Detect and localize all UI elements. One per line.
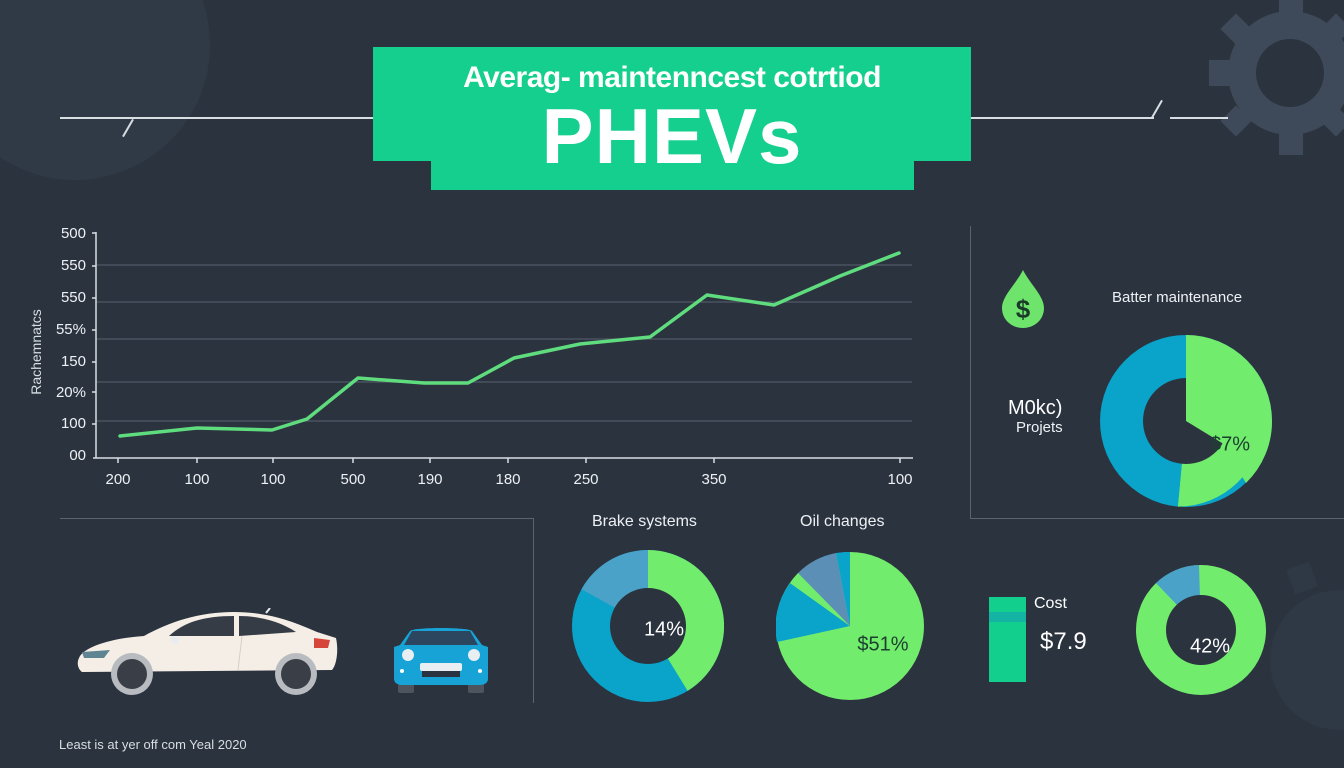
- y-tick: 150: [60, 353, 86, 370]
- brake-systems-title: Brake systems: [592, 513, 697, 530]
- oil-changes-value: $51%: [857, 633, 909, 656]
- cost-share-value: 42%: [1189, 635, 1231, 658]
- money-drop-icon: $: [1002, 270, 1044, 328]
- y-tick: 100: [60, 415, 86, 432]
- svg-text:$: $: [1016, 294, 1031, 324]
- oil-changes-title: Oil changes: [800, 513, 885, 530]
- y-tick: 20%: [55, 384, 86, 401]
- projects-stat-value: M0kc): [1008, 397, 1063, 419]
- battery-maintenance-donut: [1100, 335, 1272, 507]
- x-tick: 100: [260, 471, 286, 488]
- cost-share-donut: [1136, 565, 1266, 695]
- cost-bar: [989, 597, 1026, 682]
- x-tick: 180: [495, 471, 521, 488]
- y-tick: 00: [69, 447, 86, 464]
- gear-icon-faded: [1270, 561, 1344, 730]
- gear-icon: [1209, 0, 1344, 155]
- cost-label: Cost: [1034, 595, 1067, 612]
- y-tick: 500: [60, 225, 86, 242]
- x-tick: 250: [573, 471, 599, 488]
- x-tick: 350: [701, 471, 727, 488]
- decorative-line-right-2: [1170, 117, 1228, 119]
- x-tick: 200: [105, 471, 131, 488]
- x-tick: 100: [887, 471, 913, 488]
- divider: [970, 518, 1344, 519]
- y-tick: 550: [60, 257, 86, 274]
- divider: [533, 518, 534, 703]
- line-chart-plot: [92, 232, 913, 463]
- title-banner: Averag- maintenncest cotrtiod PHEVs: [373, 47, 971, 175]
- divider: [60, 518, 534, 519]
- blue-car-illustration: [394, 628, 488, 693]
- brake-systems-donut: [572, 550, 724, 702]
- cost-value: $7.9: [1040, 628, 1087, 655]
- projects-stat-label: Projets: [1016, 419, 1063, 436]
- footnote: Least is at yer off com Yeal 2020: [59, 737, 247, 752]
- oil-changes-pie: [776, 552, 924, 700]
- white-car-illustration: [77, 608, 338, 695]
- decorative-line-right: [971, 117, 1154, 119]
- battery-maintenance-title: Batter maintenance: [1112, 289, 1243, 306]
- cost-bar-stripe: [989, 612, 1026, 622]
- page-subtitle: Averag- maintenncest cotrtiod: [463, 61, 881, 94]
- brake-systems-value: 14%: [643, 618, 685, 641]
- decorative-tick: [1151, 99, 1163, 119]
- x-tick: 500: [340, 471, 366, 488]
- divider: [970, 226, 971, 519]
- page-title: PHEVs: [541, 92, 803, 180]
- battery-maintenance-value: $7%: [1209, 433, 1251, 456]
- decorative-line-left: [60, 117, 373, 119]
- x-tick: 190: [417, 471, 443, 488]
- x-tick: 100: [184, 471, 210, 488]
- y-tick: 55%: [55, 321, 86, 338]
- y-tick: 550: [60, 289, 86, 306]
